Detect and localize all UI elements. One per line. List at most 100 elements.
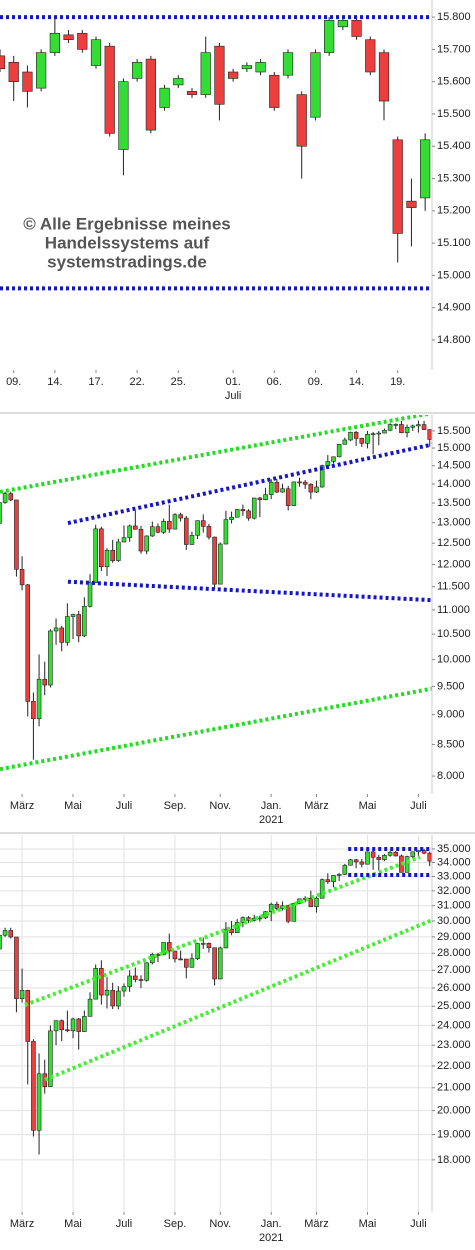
candle-body xyxy=(25,584,31,702)
plot-area xyxy=(0,835,432,1212)
candle-body xyxy=(223,928,229,949)
y-tick-label: 11.000 xyxy=(437,604,470,616)
candle-body xyxy=(70,614,76,617)
candle-body xyxy=(325,879,331,883)
candle-body xyxy=(387,424,393,431)
x-tick-label: 09. xyxy=(308,376,323,388)
candle-body xyxy=(189,535,195,545)
candle-body xyxy=(421,424,427,430)
candle-body xyxy=(280,488,285,493)
y-tick-label: 14.500 xyxy=(437,460,471,472)
candle-body xyxy=(399,424,404,433)
candle-body xyxy=(14,936,19,999)
candle-body xyxy=(167,942,172,952)
candle-body xyxy=(116,990,121,1007)
candle-body xyxy=(53,627,59,632)
candle-body xyxy=(138,979,144,981)
candle-body xyxy=(410,851,416,857)
y-tick-label: 13.000 xyxy=(437,517,471,529)
candle-body xyxy=(178,958,183,961)
x-tick-label: Mai xyxy=(64,1218,82,1230)
y-tick-label: 29.000 xyxy=(437,931,471,943)
y-tick-label: 14.800 xyxy=(437,334,471,346)
y-tick-label: 20.000 xyxy=(437,1104,471,1116)
candle-body xyxy=(263,494,268,500)
candle-body xyxy=(285,488,291,506)
x-tick-label: Juli xyxy=(410,800,427,812)
x-tick-label: 09. xyxy=(6,376,21,388)
candle-body xyxy=(359,438,365,444)
y-tick-label: 15.100 xyxy=(437,237,471,249)
y-tick-label: 15.500 xyxy=(437,108,471,120)
candle-body xyxy=(167,521,172,530)
y-tick-label: 28.000 xyxy=(437,947,471,959)
candle-body xyxy=(310,52,321,118)
candle-body xyxy=(302,481,308,485)
x-tick-label: 06. xyxy=(267,376,282,388)
candle-body xyxy=(404,856,410,873)
candle-body xyxy=(110,989,115,1007)
y-tick-label: 15.700 xyxy=(437,43,471,55)
candle-body xyxy=(48,630,53,686)
x-tick-sublabel: Juli xyxy=(225,390,242,402)
candle-body xyxy=(274,903,280,909)
candle-body xyxy=(314,897,319,908)
y-tick-label: 15.800 xyxy=(437,11,471,23)
y-tick-label: 10.500 xyxy=(437,628,471,640)
trend-line xyxy=(67,442,432,526)
candle-body xyxy=(14,499,19,570)
candle-body xyxy=(90,39,102,66)
y-tick-label: 11.500 xyxy=(437,581,470,593)
x-tick-label: 25. xyxy=(171,376,186,388)
candle-body xyxy=(144,535,149,552)
watermark: systemstradings.de xyxy=(47,252,207,271)
candle-body xyxy=(257,497,263,500)
y-tick-label: 14.900 xyxy=(437,302,471,314)
candle-body xyxy=(93,968,98,1000)
y-tick-label: 23.000 xyxy=(437,1039,471,1051)
candle-body xyxy=(416,424,421,427)
candle-body xyxy=(22,71,33,92)
candle-body xyxy=(331,875,336,883)
candle-body xyxy=(104,989,110,996)
candle-body xyxy=(420,139,431,199)
candle-body xyxy=(416,850,421,853)
candle-body xyxy=(2,493,8,503)
candle-body xyxy=(404,426,410,433)
y-tick-label: 9.500 xyxy=(437,680,465,692)
candle-body xyxy=(133,975,138,980)
candle-body xyxy=(342,439,348,445)
candle-body xyxy=(348,859,353,866)
candle-body xyxy=(133,525,138,530)
candle-body xyxy=(31,701,36,720)
candle-body xyxy=(319,465,325,488)
candle-body xyxy=(65,1029,70,1032)
candle-body xyxy=(212,536,217,585)
candle-body xyxy=(223,519,229,545)
candle-body xyxy=(206,942,212,949)
plot-area xyxy=(0,15,432,291)
candle-body xyxy=(421,850,427,854)
y-tick-label: 27.000 xyxy=(437,964,471,976)
trend-line xyxy=(24,855,421,1007)
candle-body xyxy=(353,431,359,439)
candle-body xyxy=(393,851,399,857)
candle-body xyxy=(65,616,70,643)
candle-body xyxy=(42,678,48,686)
candle-body xyxy=(0,934,2,950)
candle-body xyxy=(200,942,206,945)
y-tick-label: 31.000 xyxy=(437,900,471,912)
y-tick-label: 32.000 xyxy=(437,885,471,897)
y-tick-label: 26.000 xyxy=(437,982,471,994)
y-tick-label: 12.500 xyxy=(437,537,471,549)
candle-body xyxy=(319,879,325,899)
y-tick-label: 15.600 xyxy=(437,76,471,88)
y-tick-label: 35.000 xyxy=(437,843,471,855)
y-tick-label: 25.000 xyxy=(437,1000,471,1012)
candle-body xyxy=(331,456,336,462)
candle-body xyxy=(8,930,14,938)
candle-body xyxy=(212,947,217,980)
candle-body xyxy=(161,521,166,533)
candle-body xyxy=(59,627,64,643)
x-tick-label: März xyxy=(10,1218,34,1230)
